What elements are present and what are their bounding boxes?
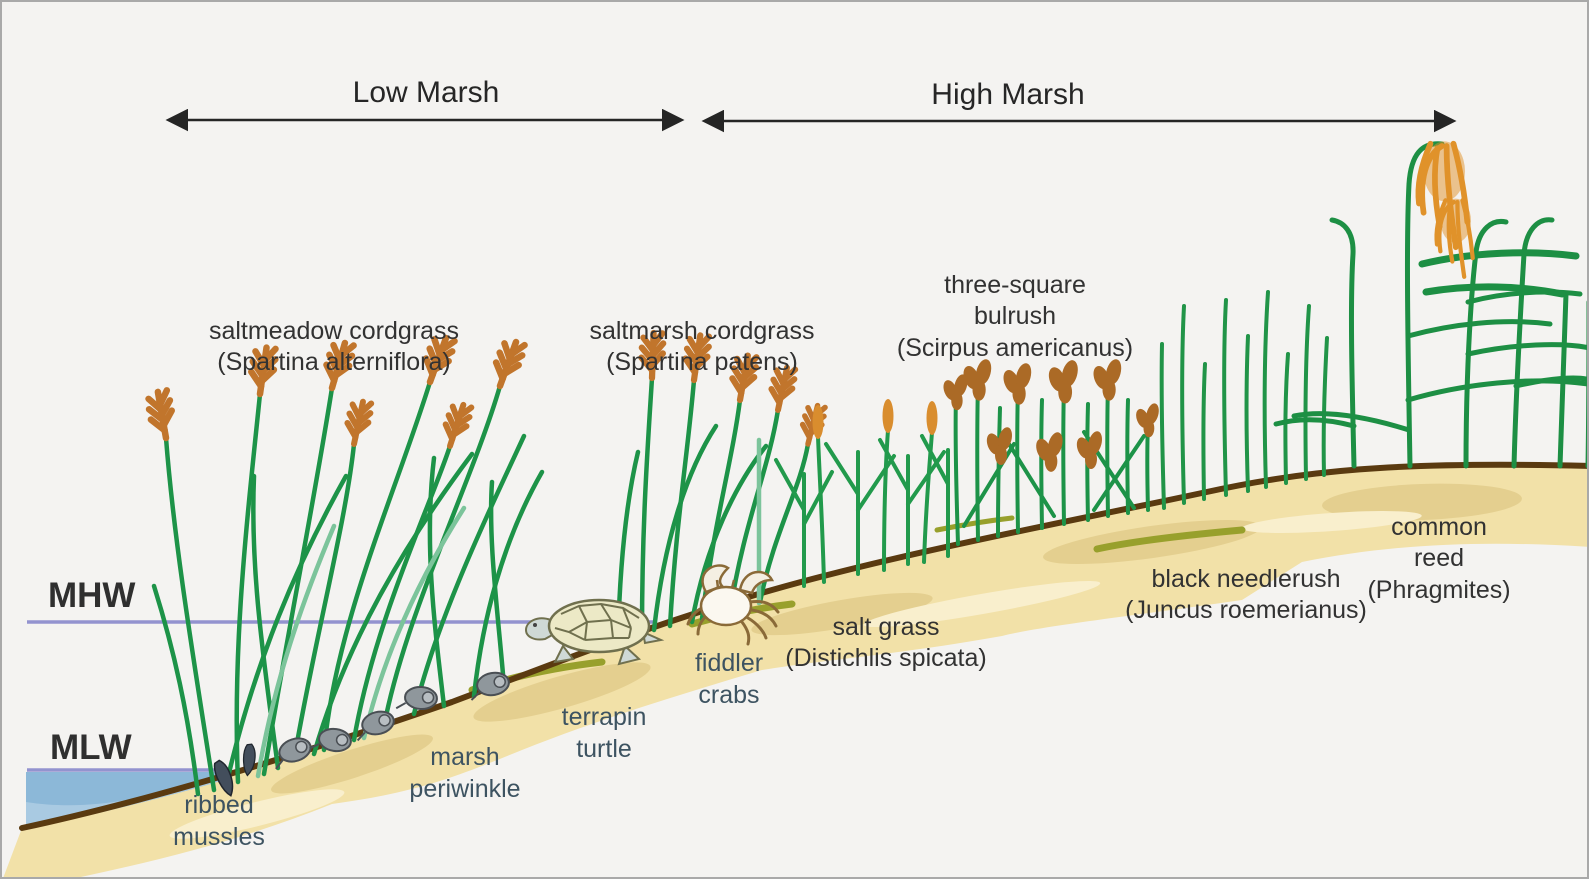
three-square-bulrush-label: three-square bulrush (Scirpus americanus… [897,238,1133,396]
common-reed-label: common reed (Phragmites) [1365,480,1513,638]
plant-common-name: salt grass [832,612,940,641]
saltmeadow-cordgrass-label: saltmeadow cordgrass (Spartina alternifl… [209,284,459,410]
mlw-label: MLW [50,728,132,767]
salt-grass-plume-tips [812,399,938,439]
plant-common-name: saltmarsh cordgrass [589,316,815,345]
terrapin-turtle-illustration [524,598,665,666]
plant-common-name: three-square bulrush [944,270,1086,331]
plant-common-name: black needlerush [1151,564,1341,593]
saltmarsh-cordgrass-label: saltmarsh cordgrass (Spartina patens) [589,284,814,410]
common-reed-illustration [1273,141,1587,469]
plant-common-name: common reed [1391,512,1487,573]
low-marsh-zone-label: Low Marsh [352,76,500,109]
salt-grass-label: salt grass (Distichlis spicata) [785,580,986,706]
salt-grass-illustration [774,428,950,588]
fiddler-crab-illustration [686,564,780,646]
plant-latin-name: (Scirpus americanus) [896,333,1134,362]
plant-latin-name: (Juncus roemerianus) [1125,596,1367,624]
plant-latin-name: (Distichlis spicata) [785,644,987,672]
mhw-label: MHW [48,576,136,615]
plant-latin-name: (Phragmites) [1367,575,1511,604]
black-needlerush-illustration [1159,290,1329,510]
black-needlerush-label: black needlerush (Juncus roemerianus) [1125,532,1367,658]
terrapin-turtle-label: terrapin turtle [561,703,647,763]
marsh-periwinkle-label: marsh periwinkle [409,743,521,803]
plant-common-name: saltmeadow cordgrass [208,316,460,345]
plant-latin-name: (Spartina patens) [606,348,798,376]
plant-latin-name: (Spartina alterniflora) [217,348,451,376]
ribbed-mussels-label: ribbed mussles [173,791,265,851]
fiddler-crabs-label: fiddler crabs [694,649,764,709]
saltmeadow-cordgrass-illustration [151,379,545,797]
high-marsh-zone-label: High Marsh [931,78,1085,111]
